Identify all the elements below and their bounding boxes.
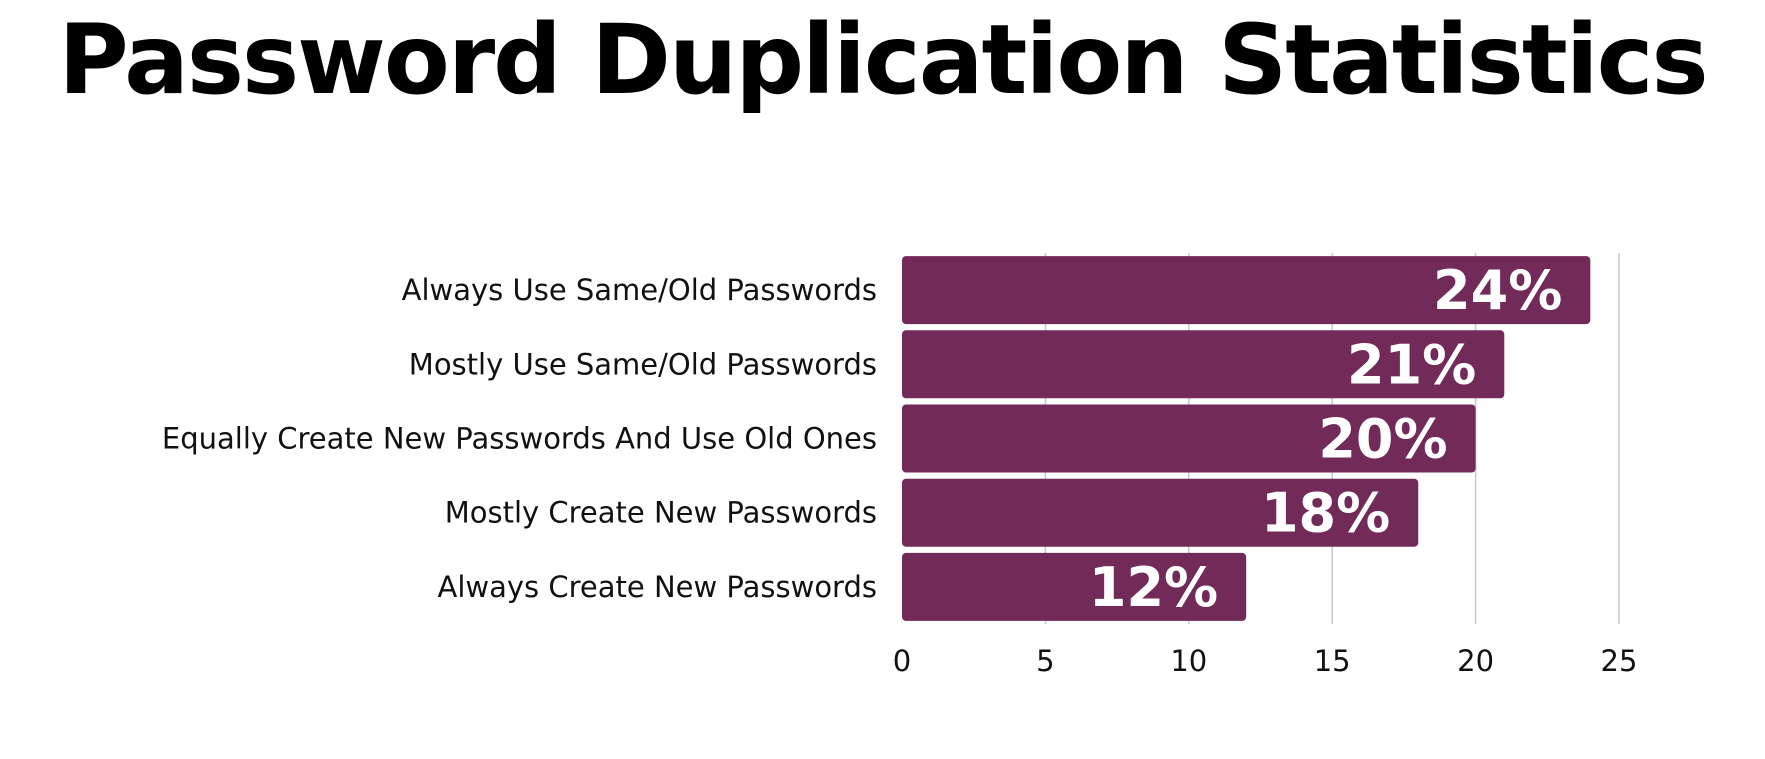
chart-title: Password Duplication Statistics xyxy=(58,4,1708,116)
category-label-2: Mostly Use Same/Old Passwords xyxy=(409,347,877,381)
category-label-3: Equally Create New Passwords And Use Old… xyxy=(162,422,877,456)
data-labels: 24% 21% 20% 18% 12% xyxy=(1089,259,1562,619)
data-label-3: 20% xyxy=(1318,408,1447,471)
bar-1 xyxy=(902,256,1591,325)
x-tick-label-5: 5 xyxy=(1036,644,1054,678)
category-label-5: Always Create New Passwords xyxy=(438,570,878,604)
bar-4 xyxy=(902,478,1419,547)
x-axis-tick-labels: 0 5 10 15 20 25 xyxy=(893,644,1638,678)
category-labels: Always Use Same/Old Passwords Mostly Use … xyxy=(162,273,877,604)
data-label-1: 24% xyxy=(1433,259,1562,322)
x-tick-label-15: 15 xyxy=(1314,644,1351,678)
x-tick-label-25: 25 xyxy=(1601,644,1638,678)
bar-2 xyxy=(902,330,1505,399)
bars xyxy=(902,256,1591,621)
data-label-5: 12% xyxy=(1089,556,1218,619)
bar-5 xyxy=(902,552,1247,621)
category-label-1: Always Use Same/Old Passwords xyxy=(402,273,877,307)
x-tick-label-0: 0 xyxy=(893,644,911,678)
bar-3 xyxy=(902,404,1476,473)
x-tick-label-20: 20 xyxy=(1457,644,1494,678)
x-tick-label-10: 10 xyxy=(1170,644,1207,678)
data-label-2: 21% xyxy=(1347,333,1476,396)
category-label-4: Mostly Create New Passwords xyxy=(445,496,877,530)
data-label-4: 18% xyxy=(1261,482,1390,545)
